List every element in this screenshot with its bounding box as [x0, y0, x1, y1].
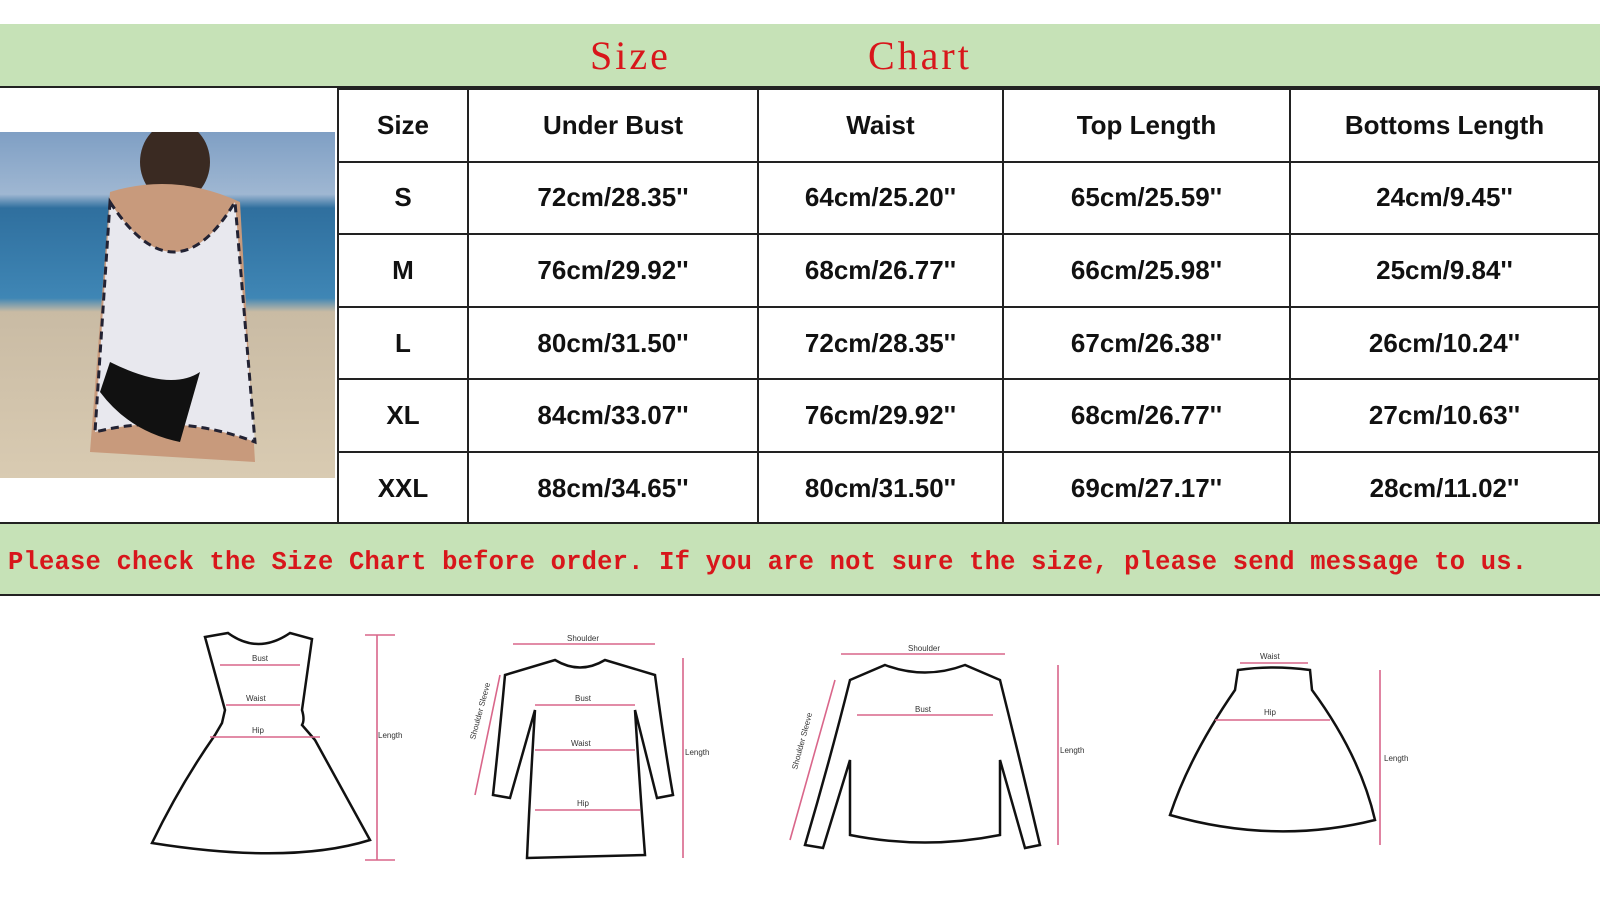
table-row: L 80cm/31.50'' 72cm/28.35'' 67cm/26.38'' 26c… [337, 305, 1600, 381]
cell: 69cm/27.17'' [1002, 450, 1291, 526]
size-table: Size Under Bust Waist Top Length Bottoms… [337, 88, 1600, 526]
cell: 27cm/10.63'' [1289, 378, 1600, 453]
notice-text: Please check the Size Chart before order… [8, 548, 1528, 577]
longsleeve-diagram: Shoulder Shoulder Sleeve Bust Waist Hip … [468, 634, 709, 860]
cell: 80cm/31.50'' [757, 450, 1004, 526]
model-photo [0, 132, 335, 478]
cell: M [337, 233, 469, 308]
label-shoulder: Shoulder [908, 644, 940, 653]
cell: 68cm/26.77'' [757, 233, 1004, 308]
cell: XL [337, 378, 469, 453]
header-bottoms-length: Bottoms Length [1289, 88, 1600, 163]
cell: L [337, 305, 469, 381]
cell: 64cm/25.20'' [757, 160, 1004, 236]
label-hip: Hip [252, 726, 265, 735]
sweater-diagram: Shoulder Shoulder Sleeve Bust Length [789, 644, 1084, 850]
title-word-chart: Chart [868, 33, 972, 78]
label-shoulder: Shoulder [567, 634, 599, 643]
label-length: Length [1060, 746, 1084, 755]
cell: 88cm/34.65'' [467, 450, 759, 526]
cell: 84cm/33.07'' [467, 378, 759, 453]
cell: 24cm/9.45'' [1289, 160, 1600, 236]
table-header-row: Size Under Bust Waist Top Length Bottoms… [337, 88, 1600, 163]
label-sleeve: Shoulder Sleeve [790, 711, 814, 771]
header-top-length: Top Length [1002, 88, 1291, 163]
table-row: XL 84cm/33.07'' 76cm/29.92'' 68cm/26.77'' 27… [337, 378, 1600, 453]
cell: 26cm/10.24'' [1289, 305, 1600, 381]
header-size: Size [337, 88, 469, 163]
table-row: S 72cm/28.35'' 64cm/25.20'' 65cm/25.59'' 24c… [337, 160, 1600, 236]
label-waist: Waist [246, 694, 266, 703]
cell: 28cm/11.02'' [1289, 450, 1600, 526]
cell: 76cm/29.92'' [467, 233, 759, 308]
label-length: Length [378, 731, 402, 740]
table-row: XXL 88cm/34.65'' 80cm/31.50'' 69cm/27.17'' 2… [337, 450, 1600, 526]
cell: 76cm/29.92'' [757, 378, 1004, 453]
dress-diagram: Bust Waist Hip Length [150, 631, 402, 861]
table-row: M 76cm/29.92'' 68cm/26.77'' 66cm/25.98'' 25c… [337, 233, 1600, 308]
label-length: Length [685, 748, 709, 757]
label-hip: Hip [577, 799, 590, 808]
label-bust: Bust [252, 654, 269, 663]
label-hip: Hip [1264, 708, 1277, 717]
cell: 72cm/28.35'' [467, 160, 759, 236]
cell: 25cm/9.84'' [1289, 233, 1600, 308]
cell: 66cm/25.98'' [1002, 233, 1291, 308]
skirt-diagram: Waist Hip Length [1168, 652, 1408, 845]
label-bust: Bust [915, 705, 932, 714]
label-length: Length [1384, 754, 1408, 763]
cell: 72cm/28.35'' [757, 305, 1004, 381]
cell: 65cm/25.59'' [1002, 160, 1291, 236]
cell: S [337, 160, 469, 236]
header-under-bust: Under Bust [467, 88, 759, 163]
header-waist: Waist [757, 88, 1004, 163]
label-bust: Bust [575, 694, 592, 703]
title-word-size: Size [590, 33, 671, 78]
label-waist: Waist [1260, 652, 1280, 661]
notice-band: Please check the Size Chart before order… [0, 522, 1600, 596]
label-waist: Waist [571, 739, 591, 748]
cell: 67cm/26.38'' [1002, 305, 1291, 381]
model-illustration [90, 132, 257, 462]
cell: 68cm/26.77'' [1002, 378, 1291, 453]
title-band: Size Chart [0, 24, 1600, 88]
cell: XXL [337, 450, 469, 526]
cell: 80cm/31.50'' [467, 305, 759, 381]
